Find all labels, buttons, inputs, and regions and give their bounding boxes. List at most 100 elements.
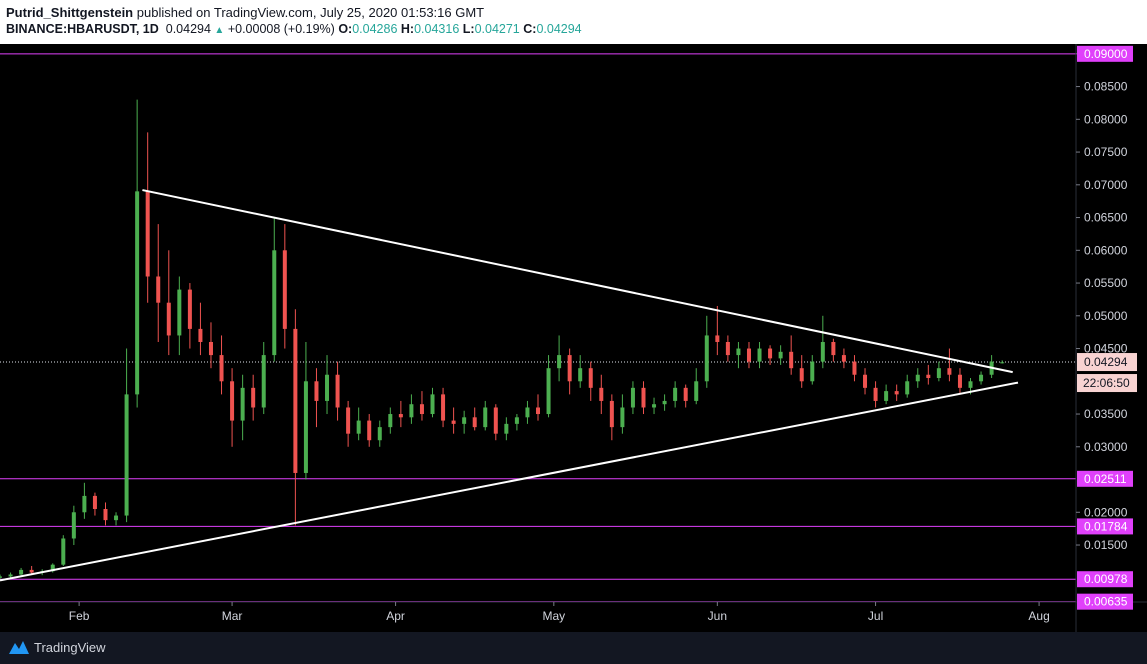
candle-body[interactable] [525,407,530,418]
candle-body[interactable] [873,387,878,401]
candle-body[interactable] [736,348,741,356]
candle-body[interactable] [641,387,646,408]
candle-body[interactable] [979,374,984,382]
candle-body[interactable] [504,423,509,434]
candle-body[interactable] [546,368,551,415]
candle-body[interactable] [462,417,467,424]
candle-body[interactable] [346,407,351,434]
candle-body[interactable] [135,191,140,395]
candle-body[interactable] [398,414,403,418]
candle-body[interactable] [493,407,498,434]
candle-body[interactable] [314,381,319,401]
candle-body[interactable] [820,341,825,362]
candle-body[interactable] [894,391,899,395]
candle-body[interactable] [884,391,889,401]
candle-body[interactable] [704,335,709,382]
candle-body[interactable] [124,394,129,516]
candle-body[interactable] [177,289,182,336]
candle-body[interactable] [662,400,667,405]
candle-body[interactable] [198,328,203,342]
candle-body[interactable] [325,374,330,401]
candle-body[interactable] [282,250,287,329]
candle-body[interactable] [303,381,308,473]
plot-area[interactable] [0,53,1076,603]
candle-body[interactable] [905,381,910,395]
candle-body[interactable] [620,407,625,428]
candle-body[interactable] [831,341,836,356]
candle-body[interactable] [599,387,604,401]
level-price-box[interactable] [1077,518,1133,535]
candle-body[interactable] [863,374,868,388]
candle-body[interactable] [356,420,361,434]
price-axis[interactable]: 0.01500 0.02000 0.03000 0.03500 0.04500 0.050… [1076,45,1137,610]
candle-body[interactable] [609,400,614,428]
candle-body[interactable] [103,509,108,521]
candle-body[interactable] [757,348,762,362]
candle-body[interactable] [567,355,572,382]
candle-body[interactable] [588,368,593,388]
candle-body[interactable] [61,538,66,565]
level-price-box[interactable] [1077,45,1133,62]
candle-body[interactable] [240,387,245,421]
candle-body[interactable] [968,381,973,388]
author-name[interactable]: Putrid_Shittgenstein [6,5,134,20]
candle-body[interactable] [725,341,730,356]
candle-body[interactable] [673,387,678,401]
candle-body[interactable] [694,381,699,401]
current-price-box[interactable] [1077,353,1137,372]
candle-body[interactable] [683,387,688,401]
candle-body[interactable] [936,368,941,379]
candle-body[interactable] [430,394,435,415]
candle-body[interactable] [557,355,562,369]
candle-body[interactable] [166,302,171,336]
candle-body[interactable] [630,387,635,408]
candle-body[interactable] [19,569,24,575]
candle-body[interactable] [841,355,846,362]
candle-body[interactable] [957,374,962,388]
candle-body[interactable] [272,250,277,356]
candle-body[interactable] [778,351,783,359]
candle-body[interactable] [926,374,931,379]
candle-body[interactable] [335,374,340,408]
symbol-label[interactable]: BINANCE:HBARUSDT, 1D [6,22,159,36]
candle-body[interactable] [451,420,456,424]
candle-body[interactable] [251,387,256,408]
candle-body[interactable] [472,417,477,428]
tradingview-brand[interactable]: TradingView [34,640,106,655]
candle-body[interactable] [388,414,393,428]
support-trendline[interactable] [0,381,1019,582]
candle-body[interactable] [810,361,815,382]
candle-body[interactable] [230,381,235,421]
candle-body[interactable] [1000,362,1005,364]
level-price-box[interactable] [1077,571,1133,588]
level-price-box[interactable] [1077,593,1133,610]
candle-body[interactable] [29,569,34,573]
candle-body[interactable] [92,495,97,509]
candle-body[interactable] [409,404,414,418]
candle-body[interactable] [377,427,382,441]
time-axis[interactable]: Feb Mar Apr May Jun Jul Aug [69,602,1050,623]
candle-body[interactable] [652,404,657,408]
candle-body[interactable] [746,348,751,362]
candle-body[interactable] [367,420,372,441]
candle-body[interactable] [768,348,773,359]
price-chart[interactable]: 0.01500 0.02000 0.03000 0.03500 0.04500 0.050… [0,44,1147,632]
candle-body[interactable] [441,394,446,421]
candle-body[interactable] [715,335,720,342]
candle-body[interactable] [852,361,857,375]
candle-body[interactable] [915,374,920,382]
candle-body[interactable] [82,495,87,513]
candle-body[interactable] [114,515,119,521]
level-price-box[interactable] [1077,470,1133,487]
candle-body[interactable] [799,368,804,382]
candle-body[interactable] [578,368,583,382]
candle-body[interactable] [261,355,266,408]
candle-body[interactable] [50,564,55,572]
candle-body[interactable] [219,355,224,382]
candle-body[interactable] [483,407,488,428]
candle-body[interactable] [8,574,13,577]
candle-body[interactable] [187,289,192,329]
candle-body[interactable] [208,341,213,356]
candle-body[interactable] [145,191,150,277]
candle-body[interactable] [789,351,794,369]
